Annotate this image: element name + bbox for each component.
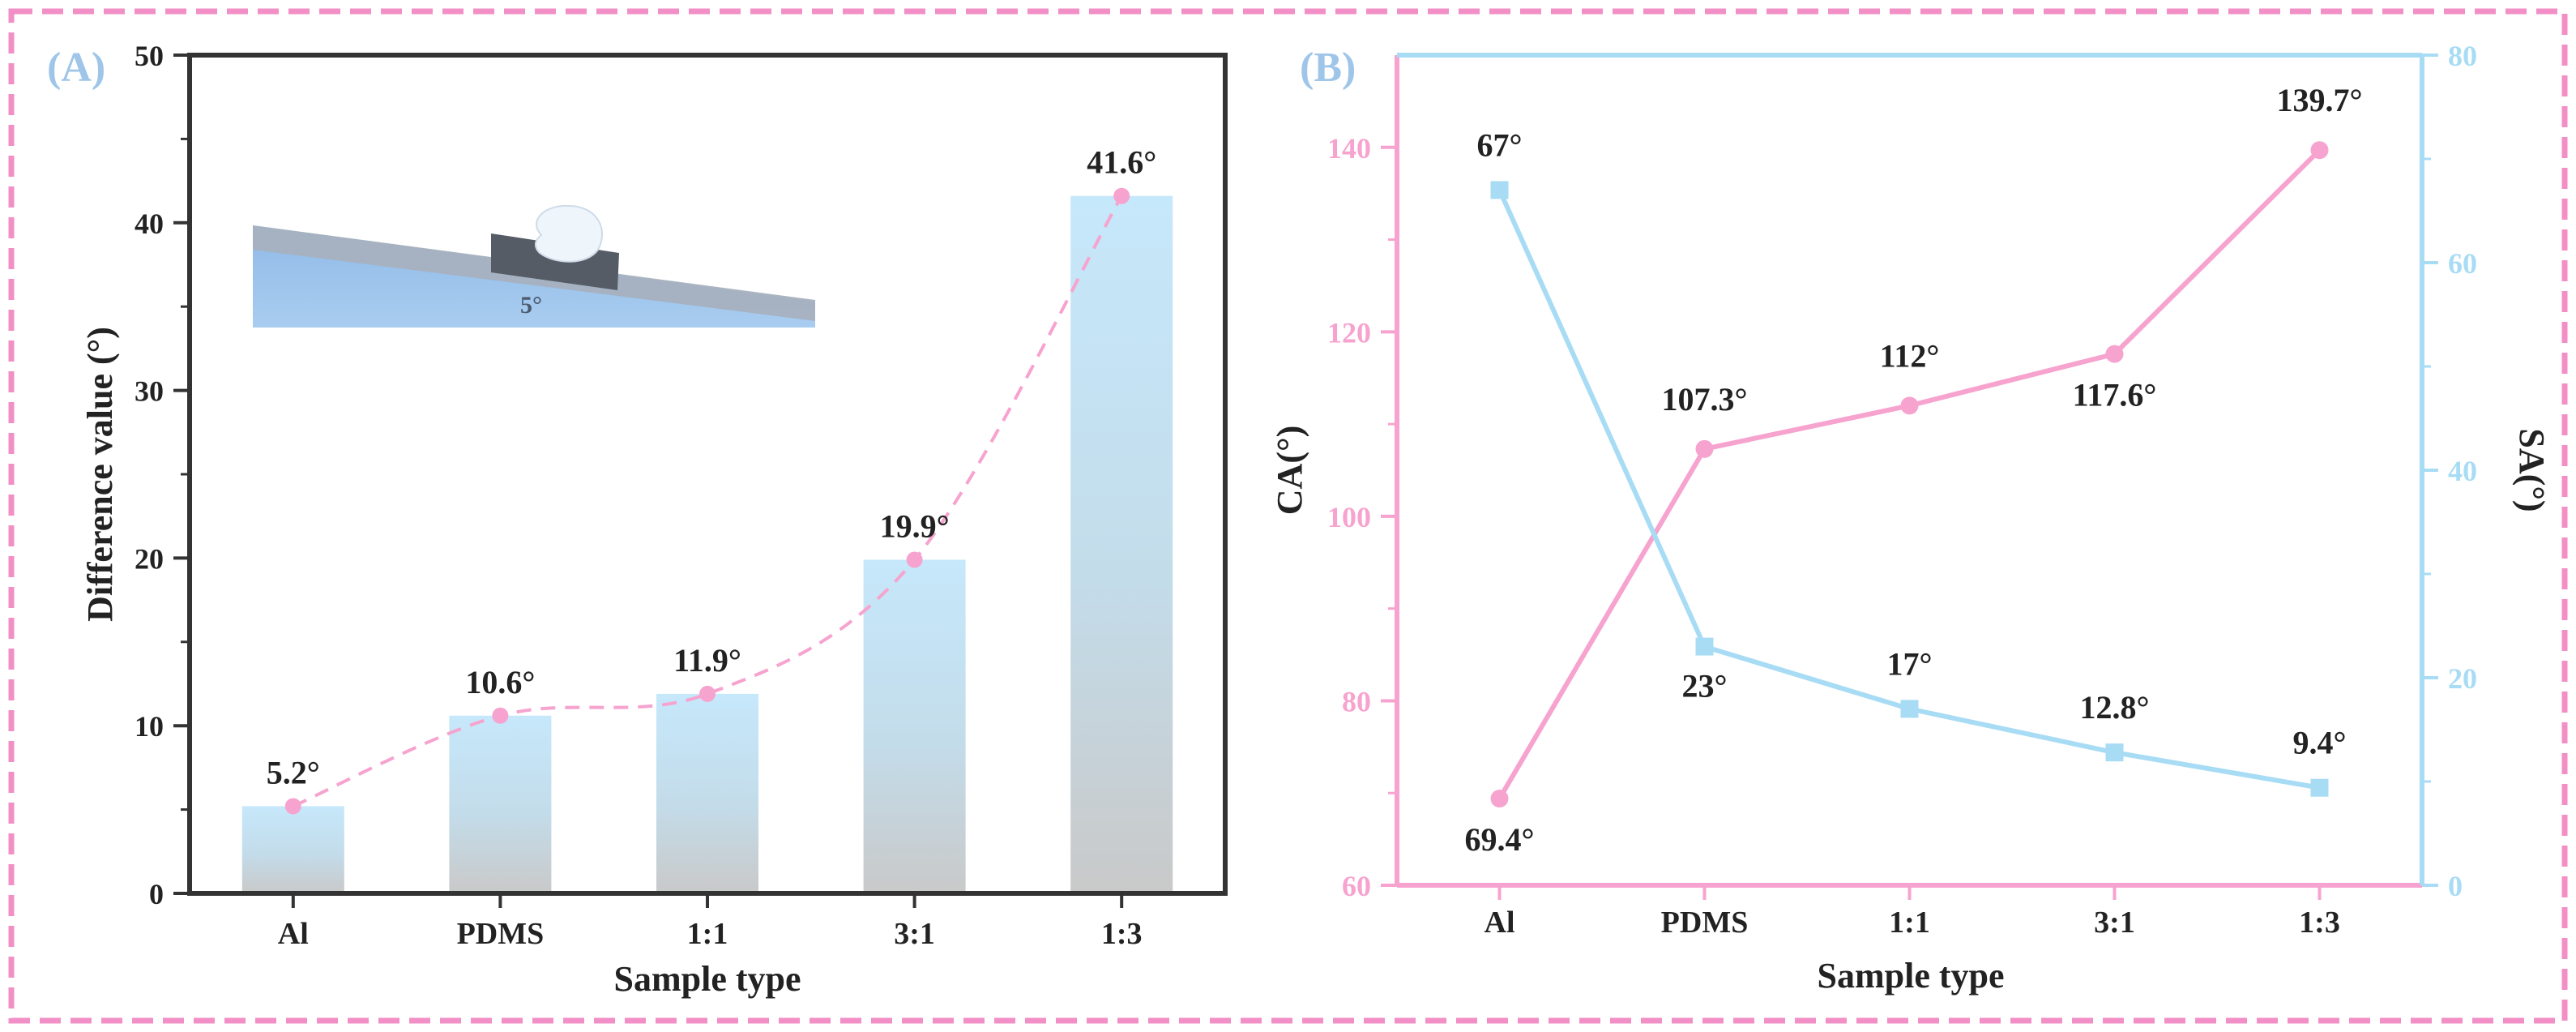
value-label: 10.6° (465, 664, 535, 700)
y-tick-label: 10 (135, 710, 164, 743)
ca-marker (1900, 396, 1919, 415)
panel-a-label: (A) (47, 45, 105, 91)
bar (656, 693, 758, 893)
panel-b-label: (B) (1300, 45, 1356, 91)
ca-value-label: 117.6° (2073, 377, 2157, 413)
y-tick-label: 40 (135, 208, 164, 240)
x-axis-title: Sample type (614, 959, 801, 999)
ca-value-label: 107.3° (1662, 381, 1748, 418)
trend-marker (699, 685, 716, 702)
x-axis-title: Sample type (1818, 956, 2005, 996)
left-y-tick-label: 120 (1327, 316, 1371, 349)
value-labels: 5.2° 10.6° 11.9° 19.9° 41.6° (267, 144, 1156, 791)
left-y-tick-label: 140 (1327, 132, 1371, 165)
sa-marker (1900, 700, 1919, 718)
y-tick-label: 0 (149, 878, 164, 910)
left-y-tick-label: 60 (1342, 870, 1371, 902)
x-axis-ticks: Al PDMS 1:1 3:1 1:3 (278, 893, 1143, 951)
x-tick-label: 1:3 (2299, 906, 2340, 940)
left-y-axis-ticks: 60 80 100 120 140 (1327, 132, 1397, 902)
y-tick-label: 50 (135, 40, 164, 72)
ca-marker (1695, 439, 1714, 458)
sa-value-label: 9.4° (2293, 725, 2347, 761)
bars (241, 195, 1173, 893)
x-axis-ticks: Al PDMS 1:1 3:1 1:3 (1485, 885, 2340, 940)
sa-series-line (1497, 189, 2321, 790)
ca-value-label: 139.7° (2277, 82, 2363, 118)
figure-frame (8, 8, 2568, 1024)
value-label: 41.6° (1087, 144, 1156, 181)
bar (241, 806, 344, 893)
bar (449, 715, 552, 893)
trend-marker (284, 798, 301, 815)
right-y-tick-label: 0 (2448, 870, 2463, 902)
y-axis-title: Difference value (°) (80, 327, 120, 622)
right-y-tick-label: 60 (2448, 247, 2477, 280)
value-labels: 69.4° 107.3° 112° 117.6° 139.7° 67° 23° 17° 12.8… (1465, 82, 2363, 858)
left-y-tick-label: 100 (1327, 501, 1371, 533)
x-tick-label: 3:1 (2094, 906, 2135, 940)
x-tick-label: 1:3 (1101, 917, 1143, 951)
x-tick-label: 3:1 (894, 917, 935, 951)
right-y-tick-label: 80 (2448, 40, 2477, 72)
ca-marker (1490, 790, 1509, 808)
left-y-axis-title: CA(°) (1270, 426, 1309, 515)
x-tick-label: 1:1 (1889, 906, 1930, 940)
y-tick-label: 30 (135, 375, 164, 408)
x-tick-label: PDMS (457, 917, 545, 951)
x-tick-label: 1:1 (687, 917, 728, 951)
sa-marker (1490, 181, 1509, 199)
y-axis-ticks: 0 10 20 30 40 50 (135, 40, 190, 910)
series-markers (1490, 141, 2329, 808)
panel-a-bar-chart: (A) 5° 5.2° 10.6° 11.9° 19.9° 41.6° 0 10 20 30 4… (47, 40, 1228, 999)
right-y-axis-title: SA(°) (2512, 428, 2552, 512)
right-y-tick-label: 40 (2448, 455, 2477, 487)
x-tick-label: Al (1485, 906, 1515, 940)
value-label: 5.2° (267, 754, 320, 790)
ca-marker (2105, 345, 2124, 363)
trend-marker (1113, 187, 1130, 204)
x-tick-label: PDMS (1661, 906, 1749, 940)
trend-marker (906, 551, 923, 568)
sa-value-label: 67° (1477, 126, 1523, 163)
tilt-angle-label: 5° (520, 292, 542, 319)
trend-line (292, 195, 1123, 808)
sa-value-label: 17° (1887, 645, 1933, 682)
right-y-tick-label: 20 (2448, 662, 2477, 695)
value-label: 19.9° (880, 507, 950, 544)
trend-marker (492, 707, 509, 724)
sa-marker (2105, 743, 2124, 762)
panel-b-line-chart: (B) 69.4° 107.3° 112° 117.6° 139.7° 67° 23° 17°… (1270, 40, 2552, 996)
ca-marker (2310, 141, 2329, 160)
trend-markers (284, 187, 1130, 815)
bar (863, 559, 966, 893)
sa-marker (1695, 637, 1714, 656)
sa-marker (2310, 778, 2329, 797)
right-y-axis-ticks: 0 20 40 60 80 (2422, 40, 2477, 902)
left-y-tick-label: 80 (1342, 685, 1371, 717)
ca-value-label: 112° (1880, 337, 1940, 374)
sa-value-label: 12.8° (2080, 689, 2150, 726)
ca-value-label: 69.4° (1465, 821, 1535, 858)
sa-value-label: 23° (1682, 668, 1728, 704)
bar (1070, 195, 1173, 893)
x-tick-label: Al (278, 917, 309, 951)
value-label: 11.9° (673, 642, 741, 679)
tilted-plate-droplet-icon: 5° (253, 204, 815, 328)
y-tick-label: 20 (135, 542, 164, 575)
